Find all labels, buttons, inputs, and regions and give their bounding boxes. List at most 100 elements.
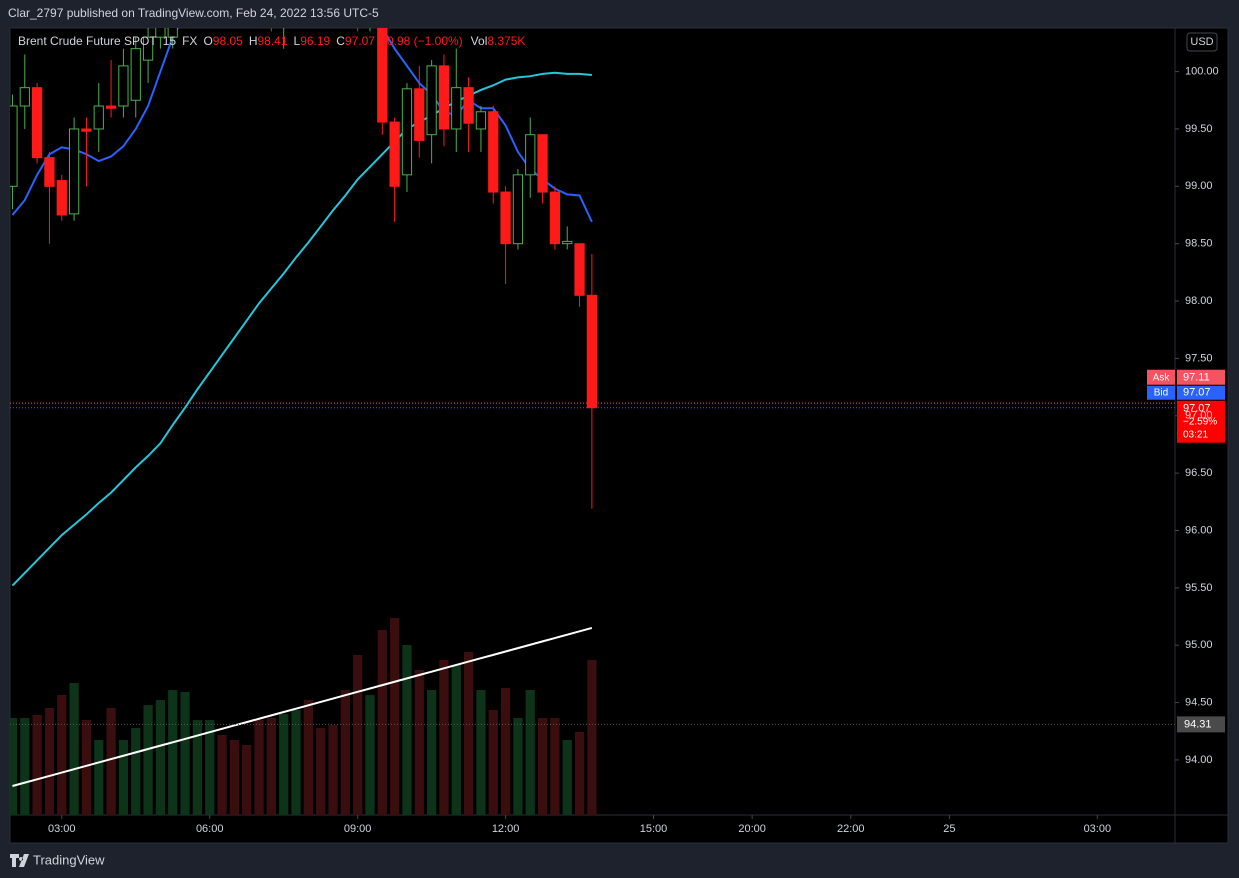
volume-bar <box>488 710 498 815</box>
volume-bar <box>451 665 461 815</box>
footer: TradingView <box>33 852 105 867</box>
volume-bar <box>353 655 363 815</box>
volume-bar <box>550 718 560 815</box>
legend-open: 98.05 <box>213 34 243 48</box>
legend-vol: Vol <box>471 34 488 48</box>
volume-bar <box>10 718 18 815</box>
volume-bar <box>131 728 141 815</box>
volume-bar <box>242 745 252 815</box>
volume-bar <box>402 645 412 815</box>
y-tick-label: 98.50 <box>1185 238 1213 250</box>
legend-h: H <box>249 34 258 48</box>
volume-bar <box>562 740 572 815</box>
logo: TradingView <box>10 852 105 867</box>
x-tick-label: 09:00 <box>344 823 372 835</box>
volume-bar <box>254 720 264 815</box>
y-tick-label: 96.50 <box>1185 467 1213 479</box>
volume-bar <box>106 708 116 815</box>
volume-bar <box>476 690 486 815</box>
candle-body <box>130 48 141 101</box>
candle-body <box>377 28 388 123</box>
logo-icon <box>10 854 29 867</box>
bid-label: Bid <box>1154 387 1168 398</box>
y-tick-label: 96.00 <box>1185 524 1213 536</box>
volume-bar <box>365 695 375 815</box>
legend-volume: 8.375K <box>487 34 525 48</box>
volume-bar <box>168 690 178 815</box>
legend-l: L <box>294 34 301 48</box>
y-tick-label: 94.50 <box>1185 696 1213 708</box>
x-tick-label: 20:00 <box>738 823 766 835</box>
candle-body <box>463 87 474 124</box>
bid-tag <box>1147 385 1175 400</box>
chart-frame <box>9 27 1229 844</box>
currency[interactable]: USD <box>1190 36 1213 48</box>
y-tick-label: 97.00 <box>1185 410 1213 422</box>
volume-bar <box>390 618 400 815</box>
y-tick-label: 99.50 <box>1185 123 1213 135</box>
header: Clar_2797 published on TradingView.com, … <box>8 6 379 20</box>
x-tick-label: 03:00 <box>1084 823 1112 835</box>
candle-body <box>167 28 178 38</box>
y-tick-label: 100.00 <box>1185 66 1219 78</box>
plot <box>10 28 1175 815</box>
ask-tag <box>1147 369 1175 385</box>
legend-c: C <box>336 34 345 48</box>
currency-button[interactable] <box>1186 32 1218 52</box>
volume-bar <box>229 740 239 815</box>
candle-body <box>155 28 166 38</box>
volume-bar <box>291 710 301 815</box>
volume-bar <box>155 700 166 815</box>
volume-bar <box>205 720 215 815</box>
volume-bar <box>537 718 548 815</box>
candle-body <box>68 128 80 215</box>
candle-body <box>414 88 425 141</box>
countdown: 03:21 <box>1183 429 1208 440</box>
moving-average <box>11 71 592 587</box>
volume-bar <box>414 670 424 815</box>
level-label: 94.31 <box>1184 718 1212 730</box>
candle-body <box>105 105 117 109</box>
x-tick-label: 15:00 <box>640 823 668 835</box>
volume-bar <box>118 740 129 815</box>
bid-value: 97.07 <box>1183 387 1211 399</box>
x-tick-label: 22:00 <box>837 823 865 835</box>
volume-bar <box>525 690 535 815</box>
legend: Brent Crude Future SPOT 15 FX O98.05 H98.41 L… <box>18 34 525 48</box>
candle-body <box>475 111 487 130</box>
volume-bar <box>463 652 474 815</box>
candle-body <box>10 105 18 187</box>
legend-interval: 15 <box>163 34 177 48</box>
x-tick-label: 06:00 <box>196 823 224 835</box>
legend-exchange: FX <box>182 34 197 48</box>
moving-average <box>11 28 593 223</box>
x-tick-label: 03:00 <box>48 823 76 835</box>
legend-o: O <box>203 34 212 48</box>
volume-bar <box>574 732 585 815</box>
volume-bar <box>316 728 326 815</box>
volume-bar <box>69 683 79 815</box>
volume-bar <box>32 715 42 815</box>
candle-body <box>401 88 413 176</box>
level-badge <box>1177 716 1225 733</box>
y-tick-label: 97.50 <box>1185 352 1213 364</box>
candle-body <box>19 87 30 107</box>
candle-body <box>118 65 129 107</box>
candle-body <box>500 191 511 245</box>
candle-body <box>426 65 437 136</box>
candle-body <box>574 243 585 296</box>
y-tick-label: 98.00 <box>1185 295 1213 307</box>
volume-bar <box>94 740 104 815</box>
candle-body <box>549 191 561 245</box>
last-change: −2.59% <box>1183 416 1217 427</box>
volume-bar <box>20 718 30 815</box>
legend-change: −0.98 (−1.00%) <box>380 34 463 48</box>
volume-bar <box>44 708 55 815</box>
ask-value: 97.11 <box>1183 372 1210 384</box>
candle-body <box>44 157 55 187</box>
y-tick-label: 95.00 <box>1185 639 1213 651</box>
legend-close: 97.07 <box>345 34 375 48</box>
candle-body <box>93 105 104 130</box>
ask-badge <box>1177 369 1225 385</box>
